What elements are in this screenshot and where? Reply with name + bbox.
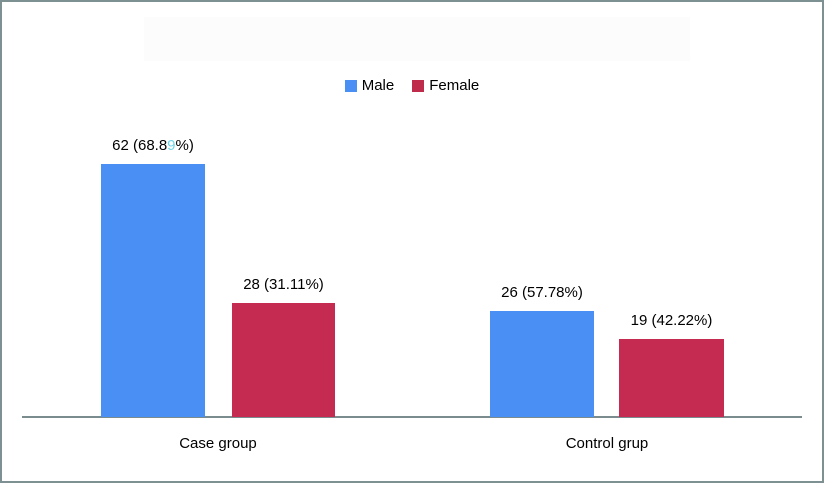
male-series-swatch (344, 80, 357, 92)
bar-label-run: 62 (68.8 (112, 137, 168, 154)
bar-label-case-female: 28 (31.11%) (243, 275, 324, 295)
bar-label-run: 19 (42.22%) (630, 312, 713, 329)
category-label-control-group: Control grup (565, 435, 649, 452)
legend: Male Female (2, 76, 822, 96)
legend-label-male: Male (361, 77, 395, 94)
legend-item-male: Male (344, 77, 395, 95)
bar-label-run: %) (175, 137, 194, 154)
category-label-case-group: Case group (179, 435, 257, 452)
bar-control-female (619, 339, 724, 417)
bar-label-control-female: 19 (42.22%) (631, 311, 713, 331)
female-series-swatch (412, 80, 425, 92)
bar-label-run: 9 (167, 137, 176, 154)
bar-label-case-male: 62 (68.89%) (112, 136, 194, 156)
bar-label-run: 26 (57.78%) (501, 284, 583, 301)
title-box (144, 17, 690, 61)
bar-label-run: 28 (31.11%) (243, 276, 324, 293)
bar-label-control-male: 26 (57.78%) (501, 283, 583, 303)
legend-label-female: Female (429, 77, 480, 94)
bar-case-male (101, 164, 205, 417)
bar-control-male (490, 311, 594, 417)
bar-case-female (232, 303, 335, 417)
x-axis-line (22, 416, 802, 418)
legend-item-female: Female (412, 77, 479, 95)
